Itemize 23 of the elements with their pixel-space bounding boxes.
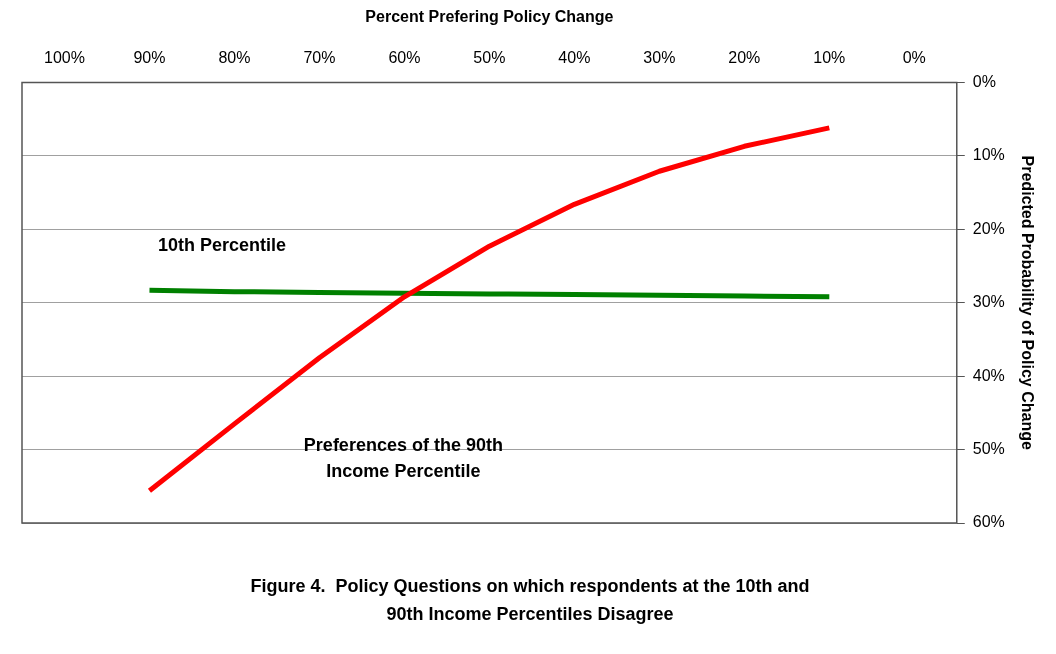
- series-label: 10th Percentile: [158, 235, 287, 256]
- x-tick-label: 100%: [44, 49, 85, 67]
- x-tick-label: 10%: [813, 49, 846, 67]
- y-axis-title: Predicted Probability of Policy Change: [1018, 155, 1036, 450]
- x-tick-label: 80%: [218, 49, 251, 67]
- x-tick-label: 20%: [728, 49, 761, 67]
- x-tick-label: 70%: [303, 49, 336, 67]
- y-tick-label: 0%: [972, 72, 996, 90]
- x-tick-label: 40%: [558, 49, 591, 67]
- x-tick-label: 90%: [133, 49, 166, 67]
- x-tick-label: 30%: [643, 49, 676, 67]
- y-tick-label: 30%: [972, 293, 1005, 311]
- y-tick-label: 10%: [972, 146, 1005, 164]
- y-tick-label: 40%: [972, 366, 1005, 384]
- x-tick-label: 60%: [388, 49, 421, 67]
- text: Preferences of the 90th Income Percentile: [303, 435, 503, 482]
- x-axis-title: Percent Prefering Policy Change: [365, 8, 614, 26]
- x-tick-label: 50%: [473, 49, 506, 67]
- y-tick-label: 60%: [972, 513, 1005, 531]
- y-tick-label: 50%: [972, 439, 1005, 457]
- y-tick-label: 20%: [972, 219, 1005, 237]
- text: Figure 4. Policy Questions on which respondents at the 10th and 90th Income Percentiles Disagree: [250, 575, 810, 626]
- x-tick-label: 0%: [902, 49, 926, 67]
